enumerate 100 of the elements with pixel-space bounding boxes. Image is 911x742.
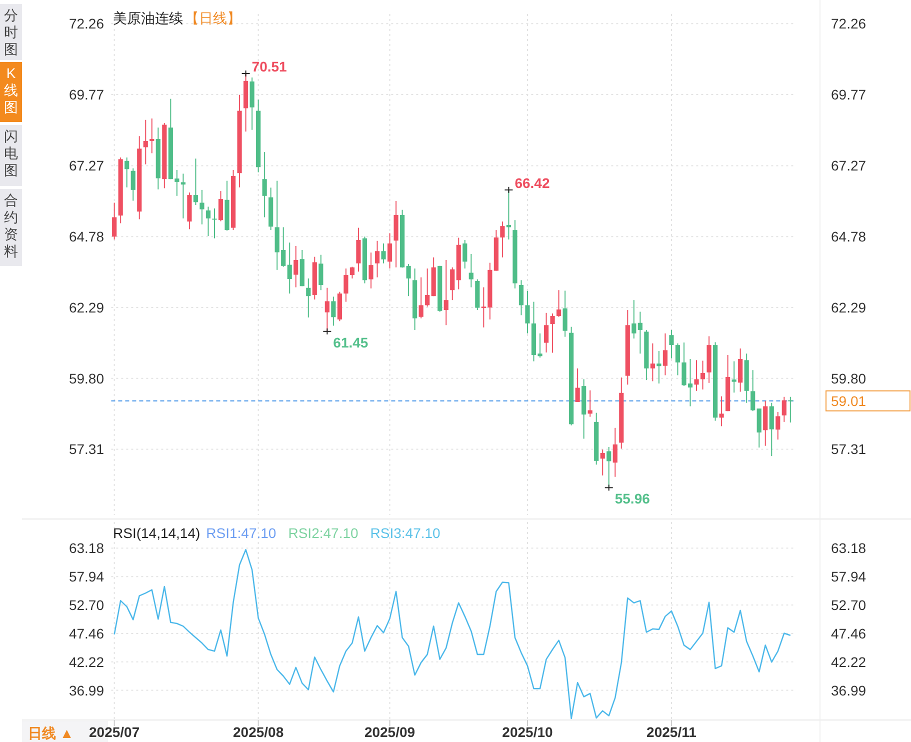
candlestick: [788, 396, 793, 423]
candlestick: [575, 368, 580, 402]
text: 分时图: [4, 7, 18, 57]
y-tick-label: 72.26: [68, 16, 104, 32]
chart-subtitle: 【日线】: [185, 10, 241, 26]
candlestick: [331, 296, 336, 326]
text: 日线 ▲: [28, 725, 74, 741]
x-tick-label: 2025/08: [233, 724, 284, 740]
y-tick-label: 62.29: [68, 299, 104, 316]
y-tick-label: 47.46: [68, 625, 104, 642]
y-tick-label: 36.99: [68, 682, 104, 698]
candlestick: [562, 290, 568, 338]
candlestick: [200, 189, 204, 225]
annotation: RSI3:47.10: [370, 525, 441, 541]
y2-tick-label: 69.77: [831, 86, 866, 103]
candlestick: [782, 396, 786, 422]
candlestick: [444, 259, 448, 326]
annotation: RSI1:47.10: [206, 525, 276, 541]
candlestick: [588, 390, 592, 418]
y-tick-label: 52.70: [68, 597, 104, 614]
candlestick: [700, 360, 706, 390]
candlestick: [193, 158, 198, 206]
annotation: RSI2:47.10: [288, 525, 358, 541]
text: 合约资料: [4, 192, 18, 259]
candlestick: [130, 168, 136, 202]
candlestick: [287, 242, 292, 294]
text: 闪电图: [4, 128, 18, 178]
candlestick: [294, 245, 298, 288]
candlestick: [112, 202, 117, 240]
candlestick: [600, 449, 605, 476]
y2-tick-label: 64.78: [831, 228, 866, 245]
y2-tick-label: 57.94: [831, 568, 866, 585]
y-tick-label: 63.18: [68, 540, 104, 556]
text: K线图: [4, 65, 18, 115]
y-tick-label: 57.94: [68, 568, 104, 585]
candlestick: [694, 360, 699, 392]
candlestick: [776, 411, 780, 440]
candlestick: [500, 221, 505, 258]
candlestick: [344, 268, 348, 302]
y2-tick-label: 67.27: [831, 158, 866, 174]
y2-tick-label: 57.31: [831, 441, 866, 458]
x-tick-label: 2025/11: [646, 724, 697, 740]
candlestick: [356, 227, 361, 272]
candlestick: [612, 427, 618, 478]
candlestick: [212, 208, 217, 239]
x-tick-label: 2025/10: [502, 724, 554, 740]
candlestick: [518, 280, 524, 316]
candlestick: [544, 312, 549, 353]
candlestick: [124, 156, 130, 188]
candlestick: [150, 118, 154, 154]
candlestick: [318, 254, 324, 291]
candlestick: [662, 332, 668, 376]
y-tick-label: 69.77: [68, 86, 104, 103]
candlestick: [675, 342, 680, 376]
y2-tick-label: 52.70: [831, 597, 866, 614]
candlestick: [525, 290, 530, 334]
line-series: [114, 549, 792, 720]
candlestick: [350, 266, 355, 279]
candlestick: [550, 312, 555, 354]
candlestick: [732, 360, 736, 394]
candlestick: [206, 206, 211, 237]
y-tick-label: 67.27: [68, 158, 104, 174]
candlestick: [406, 263, 411, 297]
candlestick: [556, 290, 562, 318]
candlestick: [769, 402, 774, 457]
candlestick: [374, 240, 380, 278]
y-tick-label: 64.78: [68, 228, 104, 245]
candlestick: [450, 266, 455, 301]
y2-tick-label: 72.26: [831, 16, 866, 32]
x-tick-label: 2025/07: [89, 724, 140, 740]
annotation: 70.51: [252, 58, 288, 74]
chart-title: RSI(14,14,14): [113, 525, 200, 541]
annotation: 66.42: [514, 174, 550, 191]
x-tick-label: 2025/09: [364, 724, 416, 740]
candlestick: [368, 252, 374, 289]
candlestick: [306, 278, 311, 318]
annotation: 55.96: [614, 490, 650, 507]
candlestick: [425, 268, 430, 308]
y2-tick-label: 59.80: [831, 370, 866, 386]
candlestick: [387, 232, 392, 269]
candlestick: [669, 329, 674, 359]
y-tick-label: 42.22: [68, 654, 104, 670]
candlestick: [750, 370, 756, 412]
candlestick: [418, 276, 424, 319]
candlestick: [462, 240, 468, 269]
y2-tick-label: 47.46: [831, 625, 866, 642]
candlestick: [763, 400, 768, 446]
chart-title: 美原油连续: [113, 10, 183, 26]
candlestick: [180, 173, 186, 219]
y2-tick-label: 42.22: [831, 654, 866, 670]
candlestick: [738, 348, 743, 392]
candlestick: [638, 311, 642, 354]
y2-tick-label: 62.29: [831, 299, 866, 316]
candlestick: [143, 119, 148, 165]
candlestick: [656, 350, 662, 384]
ref-line-label: 59.01: [831, 392, 866, 409]
candlestick: [381, 242, 386, 264]
y-tick-label: 59.80: [68, 370, 104, 386]
annotation: 61.45: [333, 334, 368, 350]
candlestick: [262, 152, 267, 218]
